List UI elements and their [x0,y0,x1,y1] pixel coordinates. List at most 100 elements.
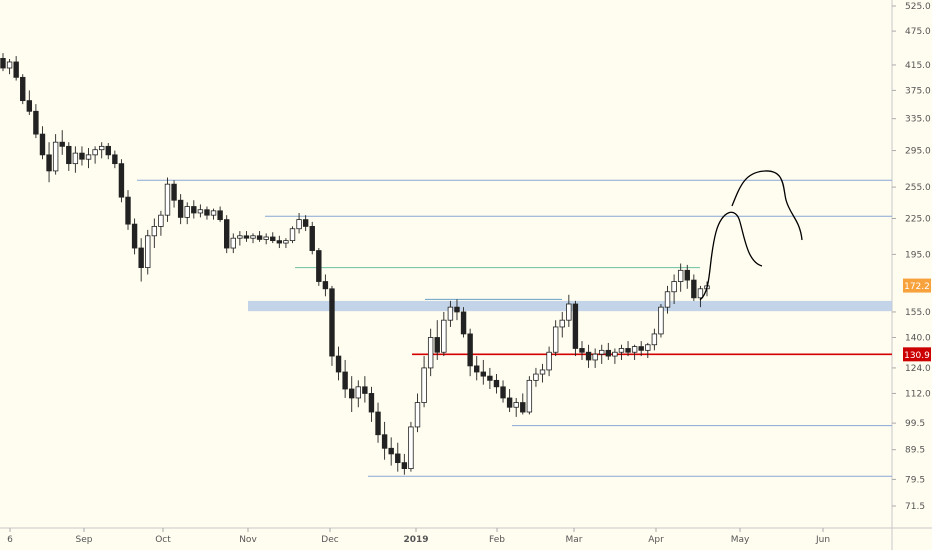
candle [677,263,684,292]
candle-body [296,219,302,230]
candle [684,264,690,289]
candle [467,328,473,377]
candle [375,402,381,443]
candle [658,303,664,338]
candle [454,299,460,321]
candle-body [39,133,46,156]
candle [276,235,283,249]
candle [118,159,125,203]
candle-body [250,235,256,239]
candle [434,320,440,360]
candle-body [513,402,519,408]
candle [697,285,704,308]
y-tick-label: 195.0 [905,250,931,260]
candle [151,218,158,249]
candle [441,311,447,357]
candle [401,453,408,475]
candle [164,177,171,222]
candle [112,150,118,169]
candle [335,346,342,381]
candle [506,389,513,413]
candle-body [217,210,223,221]
x-tick-label: 2019 [403,535,428,545]
candle [85,148,92,169]
candle-body [13,61,19,78]
candle [250,233,256,244]
candle [39,126,46,160]
candle [66,142,72,171]
candle-body [375,411,381,436]
candle [355,380,361,408]
candle [427,328,434,377]
y-tick-label: 99.5 [905,419,925,429]
candle-body [342,371,348,390]
candle [447,300,454,327]
candle [566,294,572,327]
candle [552,320,559,357]
candle [546,346,552,377]
candle [243,231,250,242]
candle-body [26,100,33,112]
candle-body [454,306,460,313]
candle [349,376,355,413]
candle [460,307,467,338]
price-label-box [903,347,931,362]
candle-body [197,209,204,214]
candle [105,143,111,160]
candle [177,194,184,225]
y-tick-label: 415.0 [905,61,931,71]
candle [210,208,217,220]
y-tick-label: 335.0 [905,115,931,125]
y-tick-label: 124.0 [905,364,931,374]
candle [6,58,13,75]
y-tick-label: 255.0 [905,183,931,193]
candle-body [605,349,612,357]
candle-body [506,397,513,408]
candle [296,212,302,234]
x-tick-label: Mar [566,535,583,545]
candle-body [6,61,13,69]
candle-body [474,365,480,373]
candle-body [691,279,697,299]
candle-body [493,379,500,388]
candle [691,274,697,301]
candle-body [171,183,177,201]
candle-body [33,110,39,135]
candle-body [283,240,289,244]
candle [184,202,190,225]
candle [579,341,585,360]
candle [329,285,335,366]
candle-body [645,344,651,351]
x-tick-label: Nov [239,535,257,545]
candle [158,210,164,236]
candle-body [638,346,644,351]
x-tick-label: 6 [7,535,13,545]
candle [474,356,480,381]
candle-body [480,371,486,377]
y-tick-label: 89.5 [905,446,925,456]
candle-body [592,353,598,361]
candle-body [401,462,408,469]
candle [414,393,421,433]
candle-body [651,333,658,346]
candle [421,356,427,408]
x-tick-label: Oct [155,535,171,545]
candle-body [533,373,539,381]
y-tick-label: 295.0 [905,147,931,157]
candle-body [355,386,361,399]
candle [256,231,263,242]
candle-body [566,303,572,321]
candle [322,274,329,297]
candle-body [414,402,421,428]
candle [572,300,579,357]
candle [592,348,598,368]
candle [26,90,33,115]
candle [72,146,79,173]
candle-body [671,281,677,293]
candle [145,229,151,275]
candle [125,190,131,230]
candle-body [72,152,79,165]
candle [204,206,210,220]
candle-body [151,226,158,237]
